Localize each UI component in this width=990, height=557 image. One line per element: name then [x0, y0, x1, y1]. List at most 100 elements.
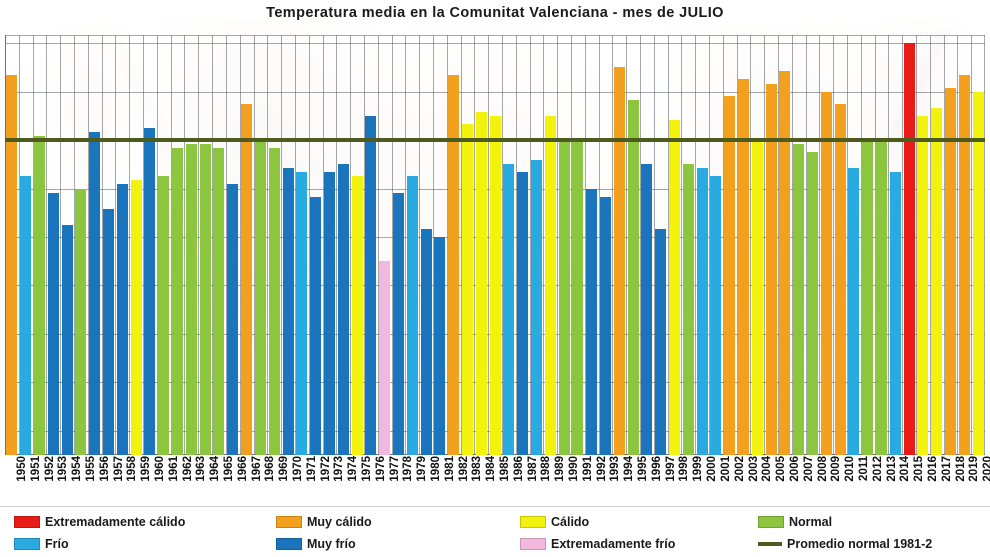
bar-1990[interactable] — [558, 140, 570, 455]
bar-2005[interactable] — [765, 83, 777, 455]
bar-2019[interactable] — [958, 75, 970, 455]
bar-1950[interactable] — [6, 75, 18, 455]
x-tick-label-1990: 1990 — [568, 456, 580, 482]
bar-1960[interactable] — [144, 127, 156, 455]
bar-1963[interactable] — [185, 144, 197, 455]
x-tick-label-1951: 1951 — [29, 456, 42, 482]
gridline-vertical — [626, 35, 628, 455]
gridline-vertical — [584, 35, 586, 455]
bar-1961[interactable] — [158, 176, 170, 455]
gridline-vertical — [115, 35, 117, 455]
bar-1987[interactable] — [517, 172, 529, 455]
legend-item-0[interactable]: Extremadamente cálido — [14, 515, 185, 529]
legend-label: Extremadamente frío — [551, 537, 676, 551]
bar-2014[interactable] — [889, 172, 901, 455]
x-tick-label-1988: 1988 — [540, 456, 553, 482]
bar-1952[interactable] — [34, 136, 45, 455]
bar-1965[interactable] — [213, 148, 225, 455]
bar-1970[interactable] — [282, 168, 294, 455]
bar-1958[interactable] — [116, 184, 128, 455]
bar-2007[interactable] — [793, 144, 805, 455]
bar-1964[interactable] — [199, 144, 211, 455]
bar-1974[interactable] — [337, 164, 349, 455]
legend-item-4[interactable]: Frío — [14, 537, 69, 551]
bar-2003[interactable] — [738, 79, 749, 455]
bar-1973[interactable] — [323, 172, 335, 455]
bar-1966[interactable] — [227, 184, 239, 455]
bar-1976[interactable] — [365, 115, 377, 455]
bar-2006[interactable] — [779, 71, 791, 455]
bar-1988[interactable] — [530, 160, 542, 455]
bar-1989[interactable] — [544, 115, 556, 455]
gridline-vertical — [60, 35, 62, 455]
bar-1956[interactable] — [89, 131, 101, 455]
bar-1957[interactable] — [103, 208, 114, 455]
bar-1977[interactable] — [379, 261, 391, 455]
gridline-vertical — [943, 35, 945, 455]
x-tick-label-2010: 2010 — [844, 456, 857, 482]
bar-1980[interactable] — [420, 228, 432, 455]
bar-1983[interactable] — [461, 123, 473, 455]
bar-1985[interactable] — [489, 115, 501, 455]
y-axis-line — [5, 35, 6, 455]
bar-2002[interactable] — [724, 95, 736, 455]
bar-1999[interactable] — [682, 164, 694, 455]
gridline-vertical — [819, 35, 821, 455]
legend-item-1[interactable]: Muy cálido — [276, 515, 372, 529]
legend-item-5[interactable]: Muy frío — [276, 537, 356, 551]
bar-1978[interactable] — [392, 192, 404, 455]
bar-2016[interactable] — [917, 115, 929, 455]
gridline-vertical — [391, 35, 393, 455]
bar-1986[interactable] — [503, 164, 515, 455]
chart-title: Temperatura media en la Comunitat Valenc… — [266, 5, 724, 21]
bar-2012[interactable] — [862, 140, 874, 455]
legend-item-6[interactable]: Extremadamente frío — [520, 537, 675, 551]
bar-2004[interactable] — [751, 140, 763, 455]
bar-1991[interactable] — [572, 140, 584, 455]
bar-2017[interactable] — [931, 107, 943, 455]
legend-item-7[interactable]: Promedio normal 1981-2 — [758, 537, 932, 551]
x-tick-label-1975: 1975 — [361, 456, 373, 482]
bar-1998[interactable] — [668, 119, 680, 455]
bar-1997[interactable] — [655, 228, 667, 455]
x-tick-label-2011: 2011 — [857, 456, 870, 481]
bar-2000[interactable] — [696, 168, 708, 455]
bar-2009[interactable] — [820, 91, 832, 455]
bar-2008[interactable] — [807, 152, 818, 455]
bar-2018[interactable] — [945, 87, 956, 455]
gridline-vertical — [695, 35, 697, 455]
x-tick-label-1964: 1964 — [209, 456, 222, 482]
bar-2015[interactable] — [903, 43, 915, 455]
bar-1984[interactable] — [475, 111, 487, 455]
bar-1959[interactable] — [130, 180, 142, 455]
bar-1995[interactable] — [627, 99, 639, 455]
bar-1972[interactable] — [310, 196, 322, 455]
bar-1968[interactable] — [254, 140, 266, 455]
bar-2011[interactable] — [848, 168, 860, 455]
bar-1954[interactable] — [61, 224, 73, 455]
bar-1969[interactable] — [268, 148, 280, 455]
bar-1975[interactable] — [351, 176, 363, 455]
bar-1955[interactable] — [75, 188, 87, 455]
bar-1953[interactable] — [47, 192, 59, 455]
bar-1993[interactable] — [599, 196, 611, 455]
bar-2001[interactable] — [710, 176, 722, 455]
bar-1994[interactable] — [613, 67, 625, 455]
bar-2010[interactable] — [834, 103, 846, 455]
bar-1996[interactable] — [641, 164, 653, 455]
gridline-vertical — [74, 35, 75, 455]
bar-1979[interactable] — [406, 176, 418, 455]
bar-1982[interactable] — [448, 75, 460, 455]
bar-2013[interactable] — [876, 140, 887, 455]
bar-1951[interactable] — [20, 176, 32, 455]
bar-2020[interactable] — [972, 91, 984, 455]
legend-item-3[interactable]: Normal — [758, 515, 832, 529]
bar-1992[interactable] — [586, 188, 598, 455]
x-tick-label-1974: 1974 — [347, 456, 360, 482]
bar-1967[interactable] — [241, 103, 252, 455]
bar-1971[interactable] — [296, 172, 308, 455]
bar-1962[interactable] — [172, 148, 183, 455]
legend-item-2[interactable]: Cálido — [520, 515, 589, 529]
x-tick-label-1985: 1985 — [499, 456, 511, 482]
bar-1981[interactable] — [434, 236, 446, 455]
